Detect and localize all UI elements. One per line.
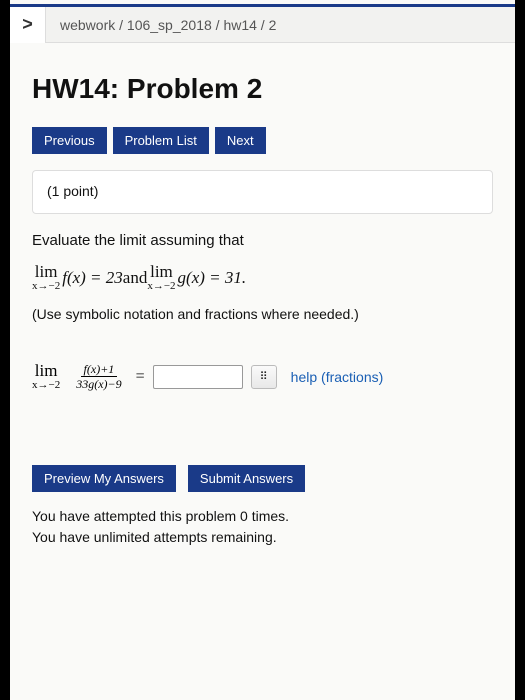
- previous-button[interactable]: Previous: [32, 127, 107, 154]
- answer-fraction: f(x)+1 33g(x)−9: [73, 362, 124, 391]
- limit-1: lim x→−2: [32, 263, 60, 292]
- next-button[interactable]: Next: [215, 127, 266, 154]
- equals-sign: =: [136, 368, 145, 386]
- submit-answers-button[interactable]: Submit Answers: [188, 465, 305, 492]
- limit-1-lim: lim: [35, 263, 58, 280]
- keypad-button[interactable]: ⠿: [251, 365, 277, 389]
- given-limits: lim x→−2 f(x) = 23 and lim x→−2 g(x) = 3…: [32, 263, 493, 292]
- problem-nav: Previous Problem List Next: [32, 127, 493, 154]
- answer-sub: x→−2: [32, 380, 60, 391]
- limit-2-expr: g(x) = 31.: [178, 268, 247, 288]
- answer-input[interactable]: [153, 365, 243, 389]
- and-text: and: [123, 268, 148, 288]
- problem-list-button[interactable]: Problem List: [113, 127, 209, 154]
- breadcrumb-expand-button[interactable]: >: [10, 7, 46, 43]
- answer-limit: lim x→−2: [32, 362, 60, 391]
- preview-answers-button[interactable]: Preview My Answers: [32, 465, 176, 492]
- points-label: (1 point): [47, 183, 98, 199]
- frac-denominator: 33g(x)−9: [73, 377, 124, 391]
- points-box: (1 point): [32, 170, 493, 214]
- main-content: HW14: Problem 2 Previous Problem List Ne…: [10, 43, 515, 465]
- submit-buttons: Preview My Answers Submit Answers: [32, 465, 493, 492]
- limit-1-expr: f(x) = 23: [62, 268, 123, 288]
- attempts-line-2: You have unlimited attempts remaining.: [32, 527, 493, 548]
- limit-2-lim: lim: [150, 263, 173, 280]
- problem-intro: Evaluate the limit assuming that: [32, 232, 493, 249]
- breadcrumb-path: webwork / 106_sp_2018 / hw14 / 2: [46, 17, 276, 33]
- bottom-area: Preview My Answers Submit Answers You ha…: [10, 465, 515, 548]
- limit-2-sub: x→−2: [147, 281, 175, 292]
- answer-lim: lim: [35, 362, 58, 379]
- limit-2: lim x→−2: [147, 263, 175, 292]
- notation-hint: (Use symbolic notation and fractions whe…: [32, 306, 493, 322]
- page-container: > webwork / 106_sp_2018 / hw14 / 2 HW14:…: [10, 0, 515, 700]
- answer-row: lim x→−2 f(x)+1 33g(x)−9 = ⠿ help (fract…: [32, 362, 493, 391]
- limit-1-sub: x→−2: [32, 281, 60, 292]
- frac-numerator: f(x)+1: [81, 362, 118, 377]
- page-title: HW14: Problem 2: [32, 73, 493, 105]
- breadcrumb: > webwork / 106_sp_2018 / hw14 / 2: [10, 7, 515, 43]
- attempts-line-1: You have attempted this problem 0 times.: [32, 506, 493, 527]
- help-fractions-link[interactable]: help (fractions): [291, 369, 384, 385]
